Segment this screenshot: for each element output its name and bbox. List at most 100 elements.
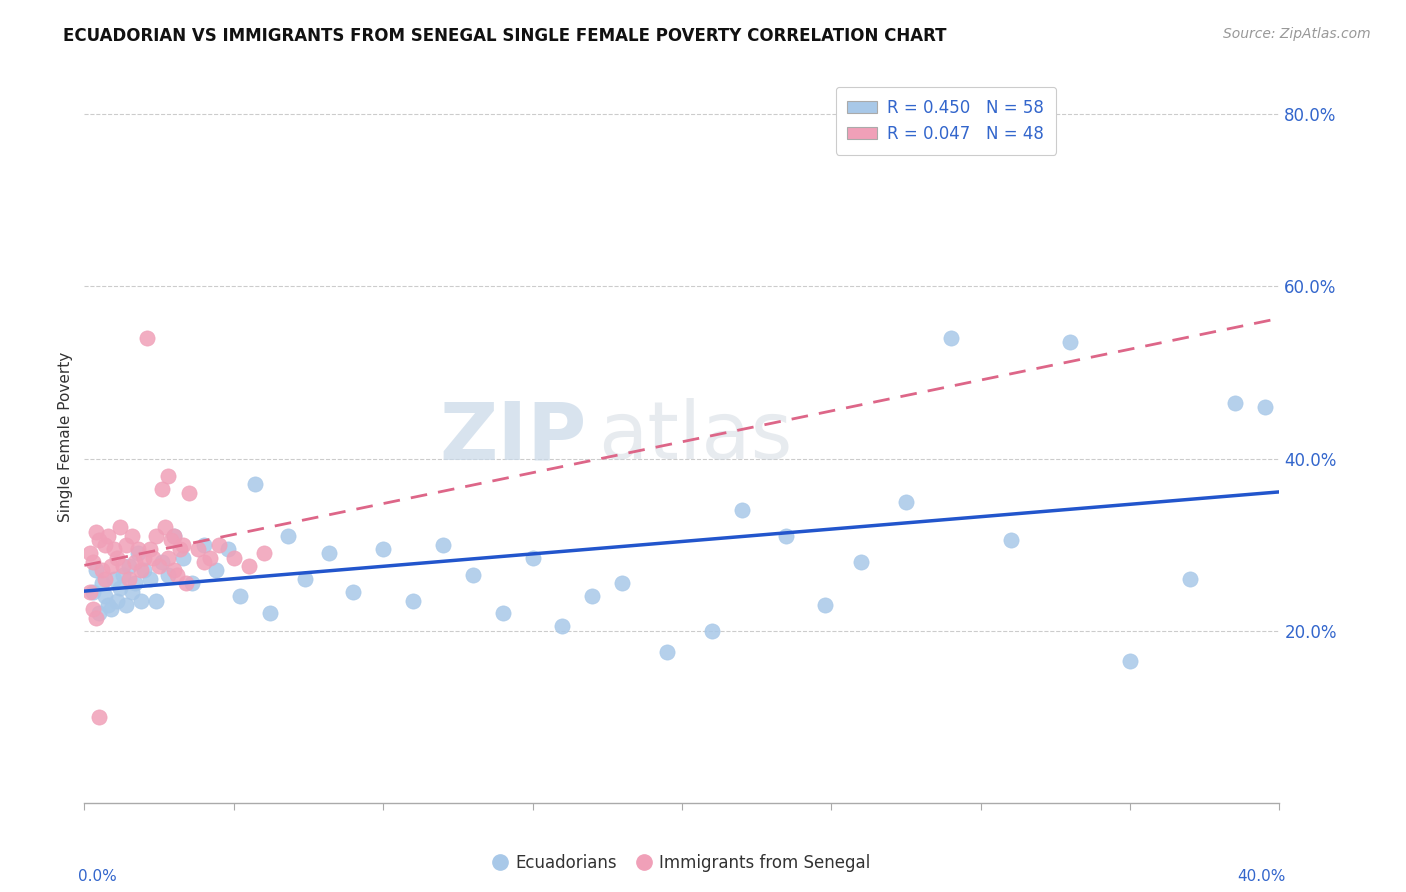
Y-axis label: Single Female Poverty: Single Female Poverty: [58, 352, 73, 522]
Point: [103, 541, 125, 556]
Point: [110, 520, 132, 534]
Point: [163, 564, 186, 578]
Point: [79, 546, 101, 560]
Point: [238, 559, 260, 574]
Point: [91, 576, 114, 591]
Point: [243, 477, 266, 491]
Point: [193, 538, 215, 552]
Point: [100, 559, 122, 574]
Point: [148, 559, 170, 574]
Point: [127, 546, 149, 560]
Point: [157, 550, 180, 565]
Point: [118, 559, 141, 574]
Point: [103, 572, 125, 586]
Point: [181, 576, 204, 591]
Point: [217, 541, 239, 556]
Point: [94, 572, 117, 586]
Point: [522, 550, 544, 565]
Point: [129, 564, 152, 578]
Point: [294, 572, 316, 586]
Point: [163, 529, 186, 543]
Point: [145, 529, 167, 543]
Point: [205, 564, 228, 578]
Point: [461, 567, 484, 582]
Point: [851, 555, 873, 569]
Point: [775, 529, 797, 543]
Point: [115, 598, 138, 612]
Point: [121, 529, 143, 543]
Point: [132, 564, 156, 578]
Text: ZIP: ZIP: [439, 398, 586, 476]
Point: [163, 529, 186, 543]
Point: [124, 555, 146, 569]
Point: [402, 593, 425, 607]
Point: [115, 538, 138, 552]
Point: [100, 602, 122, 616]
Point: [136, 331, 159, 345]
Point: [612, 576, 634, 591]
Point: [110, 581, 132, 595]
Point: [121, 585, 143, 599]
Point: [1059, 335, 1081, 350]
Point: [86, 611, 108, 625]
Point: [1178, 572, 1201, 586]
Point: [97, 598, 120, 612]
Point: [105, 550, 128, 565]
Point: [89, 607, 111, 621]
Point: [187, 541, 209, 556]
Point: [82, 555, 104, 569]
Text: ECUADORIAN VS IMMIGRANTS FROM SENEGAL SINGLE FEMALE POVERTY CORRELATION CHART: ECUADORIAN VS IMMIGRANTS FROM SENEGAL SI…: [63, 27, 946, 45]
Point: [86, 564, 108, 578]
Point: [228, 589, 252, 603]
Point: [169, 541, 191, 556]
Point: [150, 555, 173, 569]
Point: [94, 538, 117, 552]
Point: [492, 607, 515, 621]
Text: Source: ZipAtlas.com: Source: ZipAtlas.com: [1223, 27, 1371, 41]
Point: [82, 602, 104, 616]
Point: [129, 593, 152, 607]
Point: [82, 585, 104, 599]
Point: [172, 538, 194, 552]
Point: [373, 541, 395, 556]
Point: [172, 550, 194, 565]
Point: [700, 624, 723, 638]
Point: [139, 541, 162, 556]
Text: 40.0%: 40.0%: [1237, 869, 1285, 884]
Point: [89, 710, 111, 724]
Point: [193, 555, 215, 569]
Point: [731, 503, 754, 517]
Point: [160, 533, 183, 548]
Point: [127, 541, 149, 556]
Point: [86, 524, 108, 539]
Point: [174, 576, 197, 591]
Point: [1119, 654, 1142, 668]
Text: atlas: atlas: [599, 398, 793, 476]
Point: [132, 550, 156, 565]
Point: [342, 585, 364, 599]
Point: [145, 593, 167, 607]
Point: [118, 572, 141, 586]
Point: [432, 538, 454, 552]
Point: [259, 607, 281, 621]
Point: [894, 494, 917, 508]
Point: [91, 564, 114, 578]
Point: [198, 550, 221, 565]
Point: [124, 576, 146, 591]
Point: [277, 529, 299, 543]
Point: [79, 585, 101, 599]
Point: [208, 538, 231, 552]
Text: 0.0%: 0.0%: [79, 869, 117, 884]
Point: [581, 589, 603, 603]
Point: [222, 550, 245, 565]
Point: [177, 486, 200, 500]
Point: [318, 546, 340, 560]
Point: [142, 550, 165, 565]
Point: [94, 589, 117, 603]
Point: [166, 567, 188, 582]
Point: [112, 567, 135, 582]
Point: [814, 598, 837, 612]
Point: [89, 533, 111, 548]
Point: [139, 572, 162, 586]
Point: [1223, 395, 1246, 409]
